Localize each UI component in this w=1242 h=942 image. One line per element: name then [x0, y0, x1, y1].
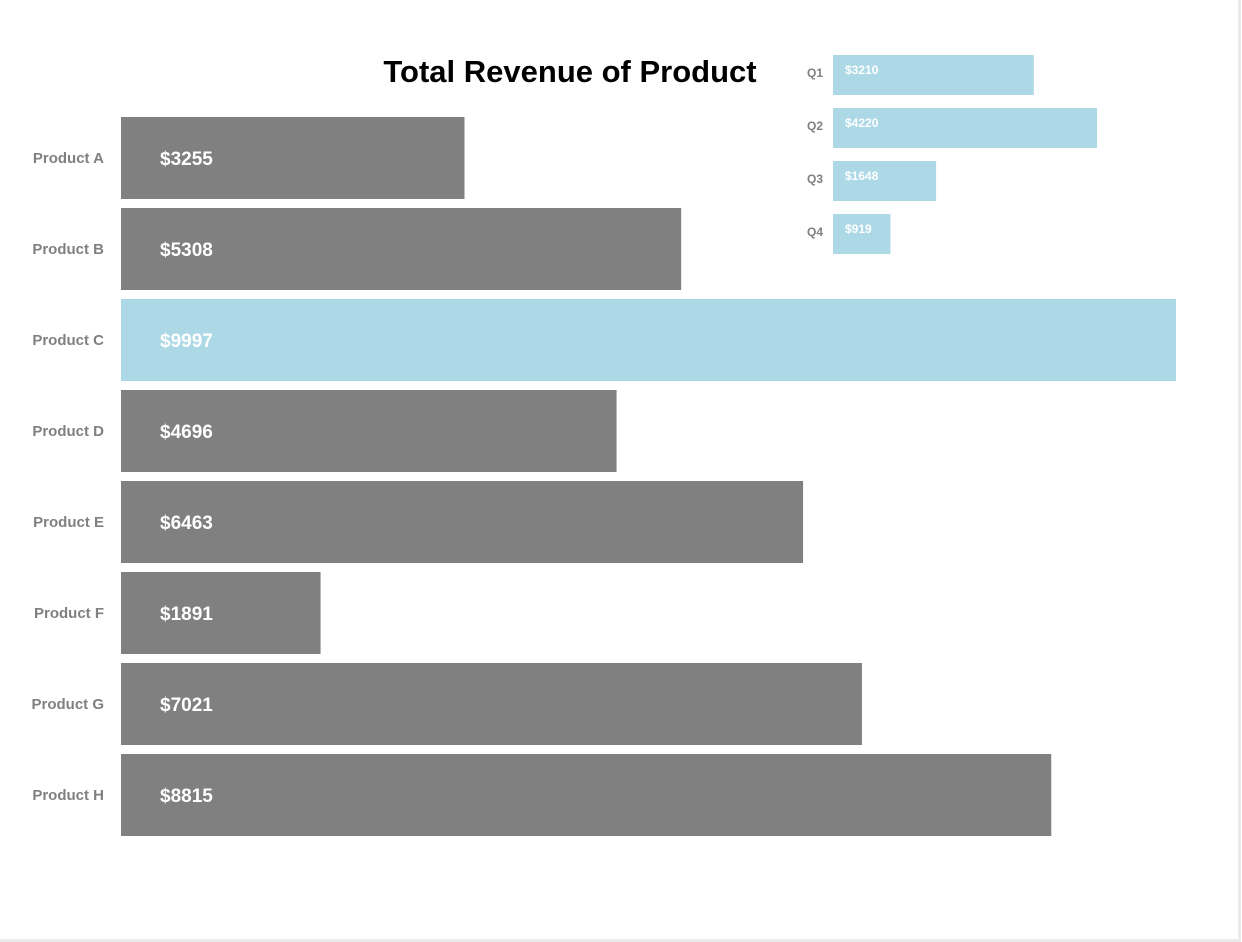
main-bar-group: Product A $3255 Product B $5308 Product C $99… [31, 117, 1176, 836]
inset-value-label-q3: $1648 [845, 169, 879, 183]
bar-product-c [121, 299, 1176, 381]
inset-category-label-q2: Q2 [807, 119, 823, 133]
category-label-product-a: Product A [33, 150, 104, 167]
bar-product-g [121, 663, 862, 745]
inset-bar-q1 [833, 55, 1034, 95]
category-label-product-d: Product D [32, 423, 104, 440]
bar-product-e [121, 481, 804, 563]
category-label-product-f: Product F [34, 605, 104, 622]
inset-value-label-q1: $3210 [845, 63, 879, 77]
bar-product-b [121, 208, 682, 290]
value-label-product-d: $4696 [160, 422, 213, 443]
inset-value-label-q2: $4220 [845, 116, 879, 130]
inset-bar-q2 [833, 108, 1097, 148]
chart-title: Total Revenue of Product [383, 54, 756, 89]
inset-category-label-q1: Q1 [807, 66, 823, 80]
bar-product-a [121, 117, 465, 199]
bar-product-f [121, 572, 321, 654]
inset-value-label-q4: $919 [845, 222, 872, 236]
category-label-product-b: Product B [32, 241, 104, 258]
bar-product-h [121, 754, 1052, 836]
inset-category-label-q3: Q3 [807, 172, 823, 186]
inset-category-label-q4: Q4 [807, 225, 823, 239]
value-label-product-e: $6463 [160, 513, 213, 534]
category-label-product-h: Product H [32, 787, 104, 804]
bar-product-d [121, 390, 617, 472]
value-label-product-g: $7021 [160, 695, 213, 716]
value-label-product-a: $3255 [160, 149, 213, 170]
category-label-product-g: Product G [31, 696, 104, 713]
inset-bar-q3 [833, 161, 937, 201]
category-label-product-e: Product E [33, 514, 104, 531]
inset-bar-q4 [833, 214, 891, 254]
quarterly-inset-group: Q1 $3210 Q2 $4220 Q3 $1648 Q4 $919 [807, 55, 1097, 254]
value-label-product-c: $9997 [160, 331, 213, 352]
value-label-product-b: $5308 [160, 240, 213, 261]
value-label-product-h: $8815 [160, 786, 213, 807]
value-label-product-f: $1891 [160, 604, 213, 625]
category-label-product-c: Product C [32, 332, 104, 349]
